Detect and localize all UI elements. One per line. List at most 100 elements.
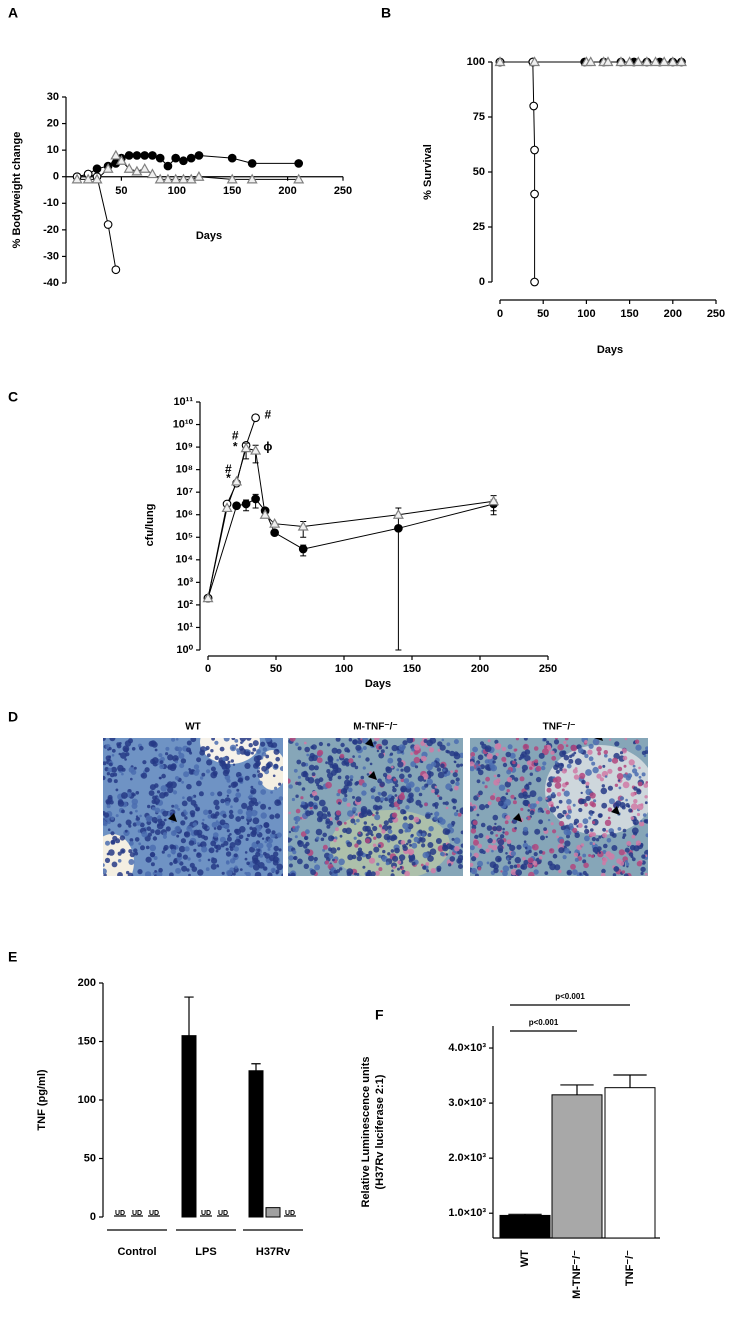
cell: [150, 862, 155, 867]
y-tick-label: 10⁹: [176, 441, 193, 453]
cell: [145, 845, 150, 850]
cell: [604, 819, 612, 826]
cell: [260, 789, 267, 795]
cell: [420, 755, 427, 762]
y-axis-label: (H37Rv luciferase 2:1): [374, 1074, 386, 1189]
cell: [585, 795, 591, 802]
cell: [345, 775, 350, 780]
cell: [633, 831, 638, 836]
cell: [124, 758, 127, 761]
cell: [425, 813, 431, 819]
x-tick-label: M-TNF⁻/⁻: [571, 1250, 583, 1299]
cell: [199, 843, 203, 847]
cell: [201, 822, 204, 825]
cell: [255, 760, 261, 766]
cell: [501, 746, 507, 752]
cell: [535, 765, 542, 772]
cell: [278, 782, 282, 786]
cell: [392, 787, 397, 793]
value-label: UD: [218, 1210, 228, 1217]
data-point: [530, 189, 539, 199]
cell: [540, 835, 545, 841]
cell: [448, 863, 452, 867]
data-point: [293, 173, 305, 184]
cell: [493, 774, 497, 778]
cell: [293, 856, 297, 860]
cell: [390, 836, 396, 842]
cell: [132, 793, 136, 797]
cell: [178, 752, 185, 759]
cell: [628, 852, 634, 857]
cell: [108, 849, 115, 856]
cell: [176, 852, 182, 858]
data-point: [202, 592, 214, 603]
cell: [590, 854, 595, 858]
cell: [551, 755, 557, 761]
cell: [434, 785, 437, 789]
data-point: [179, 156, 188, 166]
cell: [564, 738, 569, 741]
cell: [404, 870, 410, 876]
data-point: [232, 501, 241, 511]
cell: [615, 800, 622, 807]
cell: [175, 760, 178, 764]
cell: [612, 873, 617, 876]
cell: [451, 820, 456, 826]
cell: [210, 863, 217, 870]
cell: [246, 833, 251, 838]
cell: [516, 844, 522, 850]
cell: [385, 746, 389, 749]
cell: [289, 838, 293, 841]
cell: [484, 804, 490, 809]
arrowhead: [611, 806, 620, 815]
y-tick-label: 150: [78, 1035, 96, 1047]
cell: [105, 840, 110, 846]
cell: [248, 743, 253, 748]
cell: [580, 843, 585, 847]
x-tick-label: 150: [620, 308, 638, 320]
annotation: *: [226, 471, 231, 485]
cell: [288, 778, 291, 784]
cell: [205, 745, 210, 751]
bar: [551, 1094, 603, 1239]
cell: [110, 839, 116, 845]
cell: [257, 770, 260, 773]
cell: [231, 738, 236, 741]
cell: [410, 761, 417, 768]
y-tick-label: 0: [479, 276, 485, 288]
cell: [576, 844, 582, 851]
cell: [208, 847, 215, 854]
cell: [206, 753, 211, 758]
cell: [598, 835, 602, 839]
data-point: [140, 151, 150, 160]
cell: [313, 856, 318, 862]
cell: [387, 852, 391, 856]
cell: [365, 853, 369, 857]
cell: [633, 822, 637, 825]
cell: [135, 820, 141, 826]
cell: [382, 772, 388, 778]
cell: [568, 758, 574, 764]
cell: [492, 826, 498, 832]
cell: [556, 835, 560, 839]
cell: [316, 757, 323, 764]
cell: [420, 863, 424, 867]
cell: [553, 739, 560, 745]
cell: [405, 805, 410, 810]
cell: [444, 801, 449, 806]
cell: [165, 752, 169, 756]
cell: [316, 783, 320, 787]
cell: [188, 769, 195, 775]
cell: [267, 872, 273, 876]
cell: [103, 812, 110, 818]
cell: [495, 796, 501, 803]
cell: [541, 765, 546, 771]
cell: [431, 789, 435, 793]
cell: [211, 857, 218, 864]
cell: [113, 772, 118, 777]
cell: [417, 775, 424, 782]
cell: [300, 831, 307, 837]
cell: [628, 759, 635, 766]
cell: [502, 870, 508, 876]
cell: [399, 773, 405, 780]
